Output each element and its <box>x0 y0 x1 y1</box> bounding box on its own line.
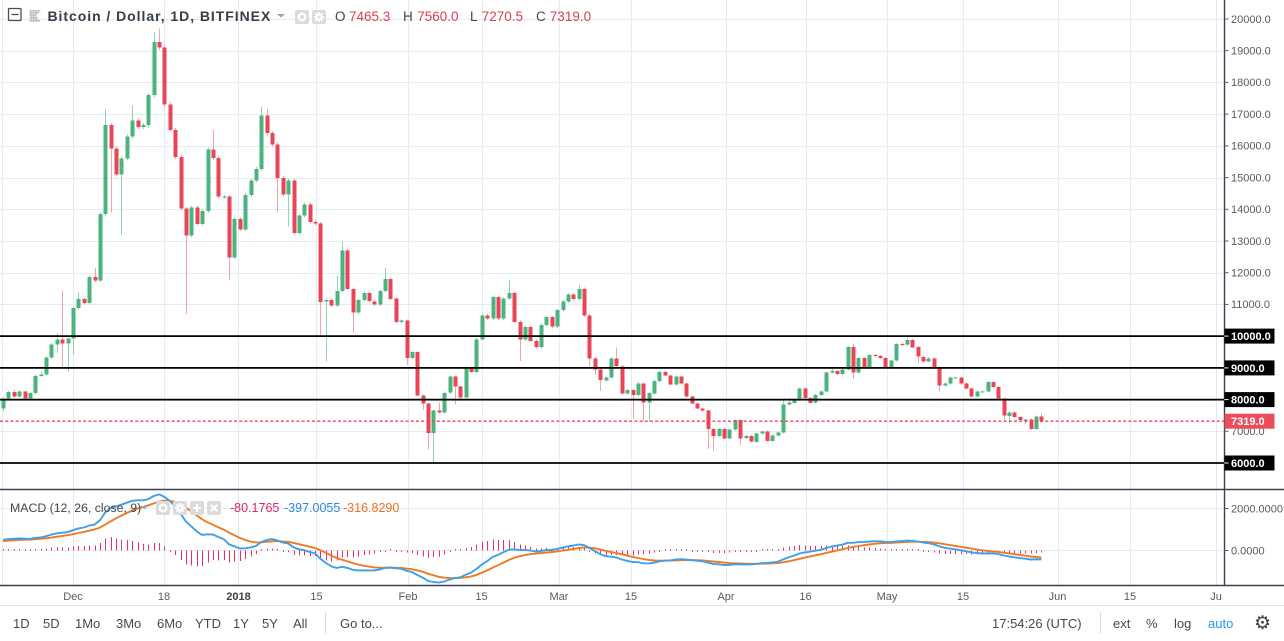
svg-text:15: 15 <box>310 591 322 603</box>
svg-text:10000.0: 10000.0 <box>1231 331 1271 343</box>
svg-text:8000.0: 8000.0 <box>1231 395 1265 407</box>
svg-text:7319.0: 7319.0 <box>550 9 591 24</box>
svg-text:15000.0: 15000.0 <box>1231 172 1271 184</box>
svg-text:May: May <box>877 591 898 603</box>
svg-text:O: O <box>335 9 346 24</box>
svg-text:9000.0: 9000.0 <box>1231 363 1265 375</box>
svg-text:15: 15 <box>1124 591 1136 603</box>
svg-text:13000.0: 13000.0 <box>1231 236 1271 248</box>
svg-text:20000.0: 20000.0 <box>1231 14 1271 26</box>
svg-text:L: L <box>470 9 478 24</box>
svg-text:11000.0: 11000.0 <box>1231 299 1270 311</box>
svg-text:18000.0: 18000.0 <box>1231 77 1271 89</box>
svg-text:-316.8290: -316.8290 <box>343 501 399 515</box>
svg-text:7465.3: 7465.3 <box>349 9 390 24</box>
svg-text:14000.0: 14000.0 <box>1231 204 1271 216</box>
svg-text:15: 15 <box>475 591 487 603</box>
svg-text:Jun: Jun <box>1049 591 1067 603</box>
svg-text:7560.0: 7560.0 <box>417 9 458 24</box>
svg-text:Mar: Mar <box>550 591 569 603</box>
svg-text:H: H <box>403 9 413 24</box>
svg-text:7270.5: 7270.5 <box>482 9 523 24</box>
svg-text:Feb: Feb <box>399 591 418 603</box>
svg-text:18: 18 <box>158 591 170 603</box>
svg-text:17000.0: 17000.0 <box>1231 109 1271 121</box>
svg-text:15: 15 <box>625 591 637 603</box>
svg-text:2000.0000: 2000.0000 <box>1231 503 1283 515</box>
svg-text:7319.0: 7319.0 <box>1231 416 1265 428</box>
svg-text:7000.0: 7000.0 <box>1231 426 1265 438</box>
svg-text:-80.1765: -80.1765 <box>230 501 279 515</box>
svg-text:2018: 2018 <box>226 591 250 603</box>
svg-text:19000.0: 19000.0 <box>1231 46 1271 58</box>
svg-text:Dec: Dec <box>63 591 83 603</box>
svg-text:15: 15 <box>957 591 969 603</box>
svg-text:-397.0055: -397.0055 <box>284 501 340 515</box>
svg-text:Ju: Ju <box>1210 591 1222 603</box>
svg-text:0.0000: 0.0000 <box>1231 545 1265 557</box>
svg-text:Bitcoin / Dollar, 1D, BITFINEX: Bitcoin / Dollar, 1D, BITFINEX <box>48 8 272 24</box>
svg-text:16000.0: 16000.0 <box>1231 141 1271 153</box>
svg-text:MACD (12, 26, close, 9): MACD (12, 26, close, 9) <box>10 501 141 515</box>
svg-text:Apr: Apr <box>717 591 734 603</box>
svg-text:16: 16 <box>799 591 811 603</box>
svg-text:12000.0: 12000.0 <box>1231 268 1271 280</box>
svg-text:6000.0: 6000.0 <box>1231 458 1265 470</box>
svg-text:C: C <box>536 9 546 24</box>
